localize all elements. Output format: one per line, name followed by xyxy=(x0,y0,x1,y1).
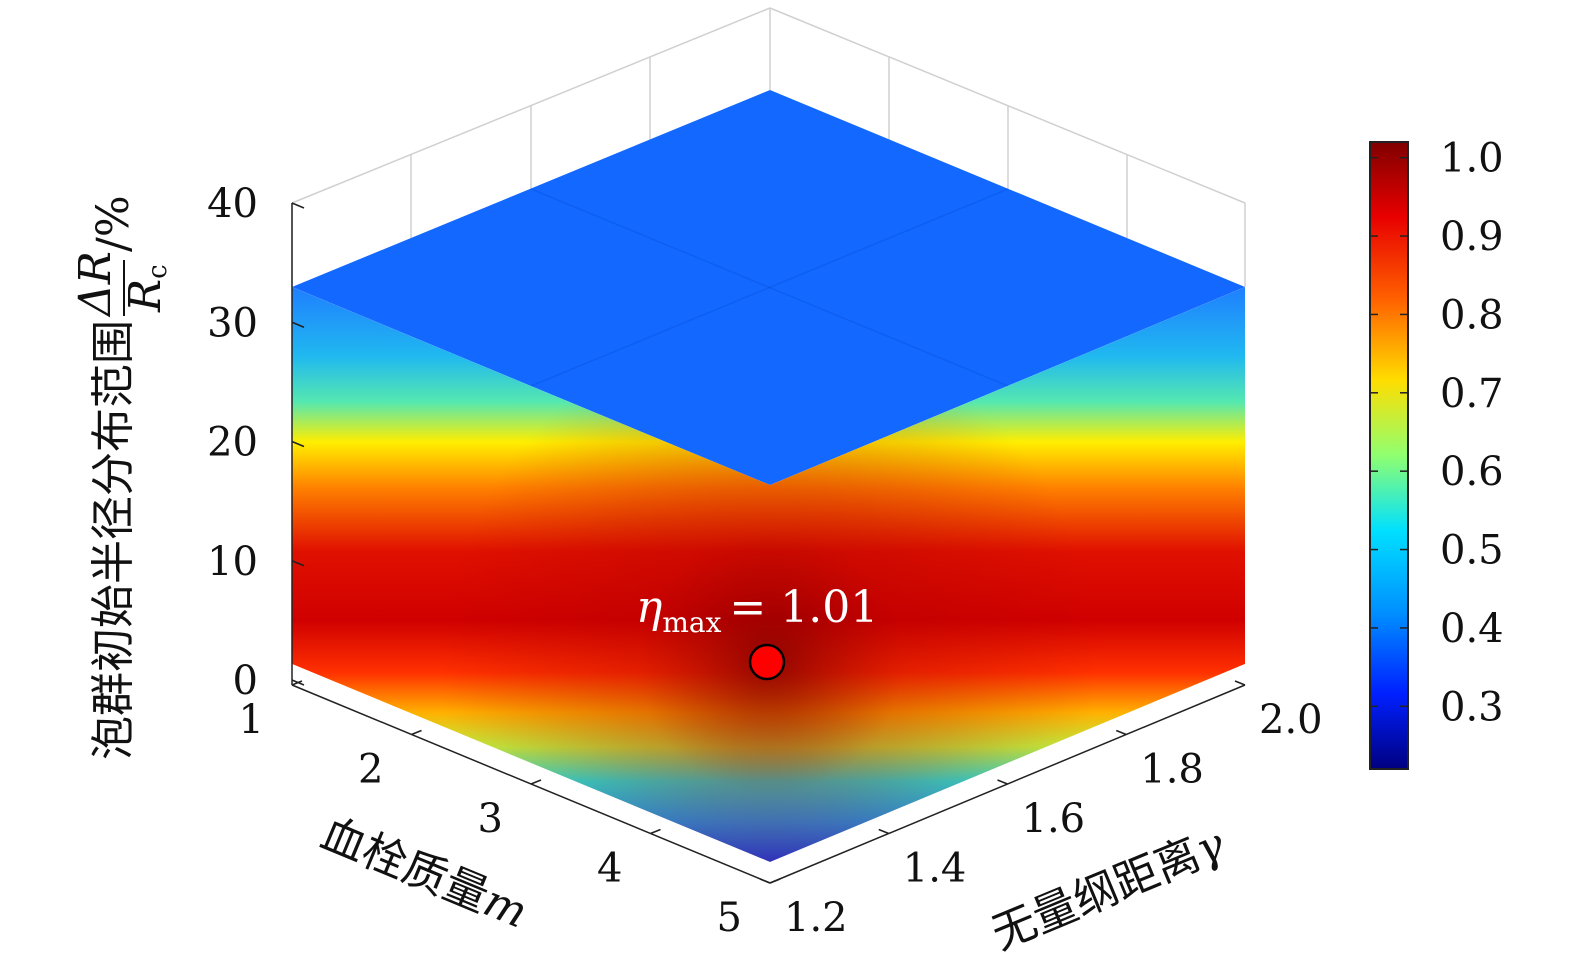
m-tick-label: 4 xyxy=(597,846,622,892)
gamma-tick-label: 1.8 xyxy=(1140,747,1204,793)
colorbar-tick-label: 0.3 xyxy=(1440,684,1504,730)
z-tick-mark xyxy=(291,321,305,328)
back-walls xyxy=(291,7,1246,287)
m-tick-mark xyxy=(769,878,781,884)
colorbar-tick-label: 0.4 xyxy=(1440,606,1504,652)
gamma-tick-mark xyxy=(1234,680,1246,686)
z-tick-label: 20 xyxy=(207,420,258,466)
surface-top-face xyxy=(292,90,1245,485)
colorbar-tick-label: 0.5 xyxy=(1440,528,1504,574)
m-tick-label: 5 xyxy=(717,895,742,941)
gamma-tick-label: 1.2 xyxy=(784,895,848,941)
z-tick-mark xyxy=(291,440,305,448)
m-axis-ticks: 1 2 3 4 5 xyxy=(239,680,781,941)
gamma-tick-mark xyxy=(759,878,771,884)
colorbar-tick-label: 0.6 xyxy=(1440,449,1504,495)
z-tick-mark xyxy=(291,202,305,209)
z-tick-label: 40 xyxy=(207,181,258,227)
gamma-tick-label: 1.4 xyxy=(903,846,967,892)
top-face-grid xyxy=(530,188,1009,387)
m-tick-label: 2 xyxy=(358,747,383,793)
z-axis-ticks: 0 10 20 30 40 xyxy=(207,181,305,704)
m-tick-mark xyxy=(411,729,422,736)
gamma-tick-label: 1.6 xyxy=(1022,796,1086,842)
z-tick-label: 30 xyxy=(207,300,258,346)
peak-annotation: ηmax = 1.01 xyxy=(636,582,878,639)
colorbar-tick-label: 0.9 xyxy=(1440,214,1504,260)
m-tick-mark xyxy=(291,680,303,686)
z-axis-unit: /% xyxy=(88,195,139,252)
m-tick-label: 1 xyxy=(239,697,264,743)
m-tick-mark xyxy=(650,828,661,835)
peak-marker xyxy=(748,643,786,681)
colorbar-ticks: 1.0 0.9 0.8 0.7 0.6 0.5 0.4 0.3 xyxy=(1370,136,1504,730)
z-axis-label: 泡群初始半径分布范围 ΔR Rc /% xyxy=(70,195,173,760)
colorbar-tick-label: 0.8 xyxy=(1440,292,1504,338)
gamma-axis-ticks: 1.2 1.4 1.6 1.8 2.0 xyxy=(759,680,1323,941)
colorbar xyxy=(1369,141,1409,770)
gamma-tick-mark xyxy=(878,828,890,835)
z-tick-label: 0 xyxy=(233,658,258,704)
z-axis-label-numerator: ΔR xyxy=(70,251,121,318)
z-tick-mark xyxy=(291,560,305,567)
m-tick-mark xyxy=(530,779,542,785)
colorbar-tick-label: 1.0 xyxy=(1440,136,1504,182)
gamma-tick-mark xyxy=(997,779,1008,785)
gamma-tick-mark xyxy=(1115,729,1127,736)
z-tick-label: 10 xyxy=(207,539,258,585)
gamma-tick-label: 2.0 xyxy=(1259,697,1323,743)
colorbar-tick-label: 0.7 xyxy=(1440,371,1504,417)
z-axis-label-denominator: Rc xyxy=(120,264,173,313)
m-tick-label: 3 xyxy=(478,796,503,842)
z-axis-label-text: 泡群初始半径分布范围 xyxy=(88,320,139,760)
